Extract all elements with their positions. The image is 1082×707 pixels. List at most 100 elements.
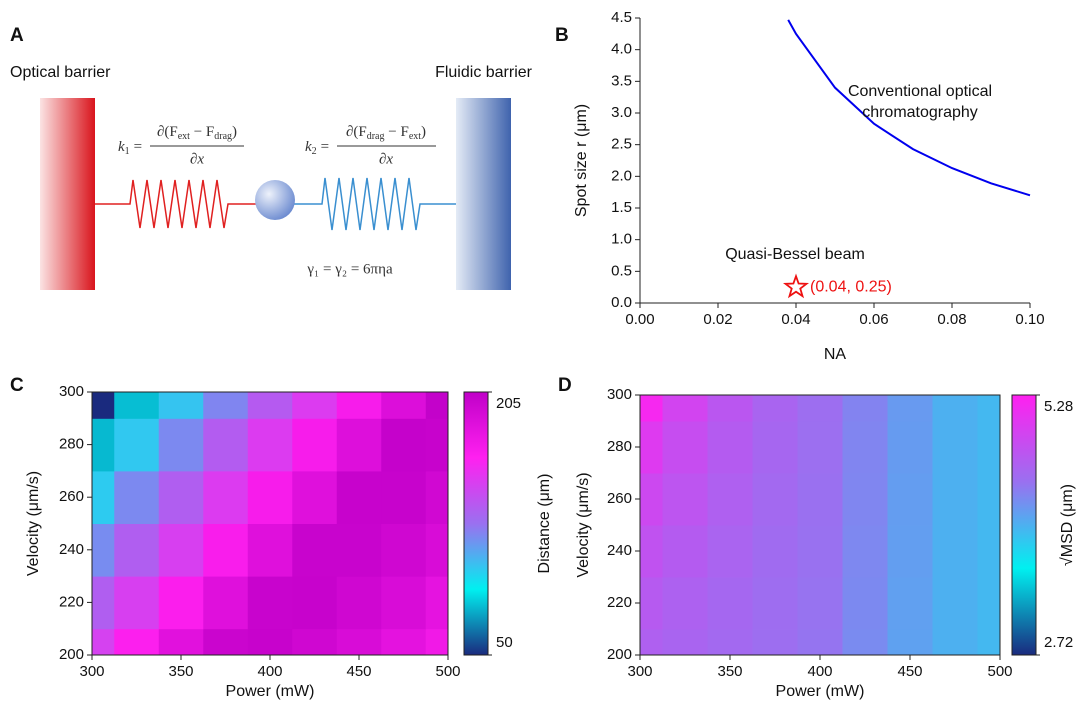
heatmap-cell <box>797 421 843 474</box>
heatmap-cell <box>114 418 160 472</box>
y-tick-label: 280 <box>607 438 632 455</box>
heatmap-cell <box>92 628 115 655</box>
heatmap-cell <box>707 577 753 630</box>
heatmap-cell <box>640 629 663 655</box>
annotation: chromatography <box>862 104 978 121</box>
colorbar-label: √MSD (μm) <box>1059 484 1076 566</box>
heatmap-cell <box>887 473 933 526</box>
heatmap-cell <box>114 523 160 577</box>
y-tick-label: 1.0 <box>611 231 632 248</box>
heatmap-cell <box>662 577 708 630</box>
heatmap-cell <box>425 470 448 524</box>
heatmap-cell <box>158 628 204 655</box>
heatmap-cell <box>662 629 708 655</box>
heatmap-cell <box>707 473 753 526</box>
x-tick-label: 350 <box>717 663 742 680</box>
heatmap-cell <box>336 576 382 630</box>
subscript: 1 <box>125 146 130 157</box>
y-tick-label: 4.5 <box>611 9 632 26</box>
k1-numerator: ∂(Fext − Fdrag) <box>157 124 237 142</box>
spring-2 <box>294 177 456 231</box>
y-tick-label: 3.0 <box>611 104 632 121</box>
heatmap-cell <box>707 629 753 655</box>
heatmap-cell <box>797 577 843 630</box>
y-tick-label: 2.5 <box>611 136 632 153</box>
heatmap-cell <box>932 421 978 474</box>
heatmap <box>640 395 1000 655</box>
heatmap-cell <box>662 525 708 578</box>
right-label: Fluidic barrier <box>435 64 533 81</box>
heatmap-cell <box>932 629 978 655</box>
heatmap-cell <box>292 470 338 524</box>
heatmap-cell <box>247 470 293 524</box>
x-tick-label: 0.06 <box>859 311 888 328</box>
k2-numerator: ∂(Fdrag − Fext) <box>346 124 426 142</box>
part: ) <box>421 124 426 140</box>
heatmap-cell <box>842 577 888 630</box>
heatmap-cell <box>640 421 663 474</box>
heatmap-cell <box>932 473 978 526</box>
colorbar-tick-label: 50 <box>496 634 513 651</box>
part: ) <box>232 124 237 140</box>
heatmap-cell <box>336 470 382 524</box>
heatmap-cell <box>662 421 708 474</box>
heatmap-cell <box>114 576 160 630</box>
symbol: k <box>118 139 125 155</box>
heatmap-cell <box>203 392 249 419</box>
heatmap-cell <box>425 392 448 419</box>
panel-label: A <box>10 25 24 46</box>
heatmap-cell <box>92 392 115 419</box>
heatmap-cell <box>797 395 843 422</box>
heatmap-cell <box>932 577 978 630</box>
heatmap-cell <box>887 421 933 474</box>
heatmap-cell <box>425 523 448 577</box>
part: ∂(F <box>157 124 178 140</box>
heatmap-cell <box>92 523 115 577</box>
heatmap-cell <box>247 418 293 472</box>
heatmap-cell <box>92 418 115 472</box>
heatmap-cell <box>797 525 843 578</box>
x-tick-label: 350 <box>168 663 193 680</box>
subscript: ext <box>178 131 190 142</box>
k2-lhs: k2 = <box>305 139 329 157</box>
panel-label: D <box>558 375 572 396</box>
heatmap-cell <box>977 421 1000 474</box>
subscript: ext <box>409 131 421 142</box>
subscript: 2 <box>312 146 317 157</box>
heatmap-cell <box>336 392 382 419</box>
equals: = <box>321 139 329 155</box>
heatmap-cell <box>977 473 1000 526</box>
line <box>787 19 1031 197</box>
k1-denominator: ∂x <box>190 151 204 167</box>
y-tick-label: 1.5 <box>611 199 632 216</box>
particle <box>255 180 295 220</box>
x-axis-label: Power (mW) <box>776 683 865 700</box>
colorbar <box>1011 394 1037 656</box>
heatmap-cell <box>425 628 448 655</box>
heatmap-cell <box>842 473 888 526</box>
y-tick-label: 220 <box>607 594 632 611</box>
heatmap-cell <box>752 525 798 578</box>
heatmap-cell <box>203 418 249 472</box>
y-tick-label: 240 <box>607 542 632 559</box>
star-marker <box>782 273 810 299</box>
heatmap-cell <box>640 577 663 630</box>
heatmap-cell <box>336 628 382 655</box>
y-tick-label: 3.5 <box>611 72 632 89</box>
y-tick-label: 260 <box>59 488 84 505</box>
panel-label: C <box>10 375 24 396</box>
heatmap-cell <box>842 629 888 655</box>
x-tick-label: 450 <box>897 663 922 680</box>
x-tick-label: 0.02 <box>703 311 732 328</box>
heatmap-cell <box>977 525 1000 578</box>
heatmap-cell <box>203 628 249 655</box>
heatmap-cell <box>887 629 933 655</box>
heatmap-cell <box>932 525 978 578</box>
x-tick-label: 300 <box>627 663 652 680</box>
heatmap-cell <box>158 523 204 577</box>
heatmap-cell <box>842 395 888 422</box>
heatmap-cell <box>752 473 798 526</box>
heatmap-cell <box>381 418 427 472</box>
colorbar-tick-label: 205 <box>496 395 521 412</box>
heatmap-cell <box>662 473 708 526</box>
